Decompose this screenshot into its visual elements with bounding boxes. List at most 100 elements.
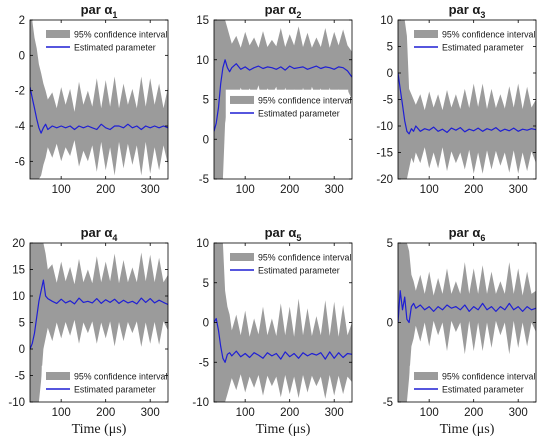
legend: 95% confidence interval Estimated paramet… — [409, 365, 535, 399]
legend-label: 95% confidence interval — [442, 30, 535, 40]
confidence-band — [214, 243, 352, 402]
legend-box — [41, 365, 165, 399]
x-axis-label: Time (μs) — [256, 422, 311, 437]
legend-box — [225, 246, 349, 280]
subplot-title-text: par α — [449, 225, 481, 240]
axes-frame — [29, 19, 169, 180]
y-tick-label: -2 — [15, 86, 25, 98]
x-tick-label: 200 — [464, 184, 483, 196]
legend: 95% confidence interval Estimated paramet… — [41, 23, 167, 57]
y-tick-label: 5 — [203, 278, 209, 290]
y-tick-label: 15 — [196, 15, 209, 27]
x-tick-label: 200 — [280, 407, 299, 419]
subplot-title: par α3 — [449, 2, 486, 20]
y-tick-label: 0 — [387, 318, 393, 330]
subplot-title: par α2 — [265, 2, 302, 20]
x-tick-label: 300 — [325, 407, 344, 419]
x-tick-label: 100 — [420, 407, 439, 419]
legend-box — [409, 365, 533, 399]
estimated-parameter-line — [398, 290, 536, 324]
legend-label: Estimated parameter — [258, 108, 340, 118]
subplot-title-subscript: 4 — [112, 233, 117, 243]
subplot-title-text: par α — [81, 2, 113, 17]
y-tick-label: 15 — [12, 265, 25, 277]
x-tick-label: 200 — [96, 407, 115, 419]
y-tick-label: -15 — [376, 148, 393, 160]
legend-swatch-band — [46, 30, 70, 38]
legend-label: Estimated parameter — [442, 43, 524, 53]
subplot-4: 100 200 300 -10 -5 0 5 10 15 20 par α4 Time (μs) 95%… — [8, 225, 169, 437]
confidence-band — [398, 243, 536, 402]
x-tick-label: 100 — [52, 407, 71, 419]
y-tick-label: 20 — [12, 238, 25, 250]
subplot-title-text: par α — [265, 225, 297, 240]
y-tick-label: 5 — [203, 95, 209, 107]
estimated-parameter-line — [30, 86, 168, 134]
subplot-1: 100 200 300 -6 -4 -2 0 2 par α1 95% confidence in… — [15, 2, 169, 196]
subplot-title: par α4 — [81, 225, 118, 243]
legend-label: 95% confidence interval — [442, 372, 535, 382]
subplot-5: 100 200 300 -10 -5 0 5 10 par α5 Time (μs) 95% con… — [192, 225, 353, 437]
legend-swatch-band — [230, 95, 254, 104]
estimated-parameter-line — [30, 279, 168, 350]
y-tick-label: 0 — [387, 68, 393, 80]
subplot-title-text: par α — [81, 225, 113, 240]
legend: 95% confidence interval Estimated paramet… — [225, 246, 351, 280]
estimated-parameter-line — [214, 317, 352, 363]
subplot-6: 100 200 300 -5 0 5 par α6 Time (μs) 95% confiden… — [383, 225, 537, 437]
estimated-parameter-line — [398, 72, 536, 135]
y-tick-label: 5 — [19, 318, 25, 330]
legend-box — [409, 23, 533, 57]
legend-box — [41, 23, 165, 57]
y-tick-label: 10 — [380, 15, 393, 27]
y-tick-label: -5 — [15, 371, 25, 383]
legend-swatch-band — [230, 253, 254, 261]
x-tick-label: 100 — [52, 184, 71, 196]
legend-label: Estimated parameter — [74, 385, 156, 395]
legend-label: Estimated parameter — [258, 266, 340, 276]
y-tick-label: 10 — [196, 238, 209, 250]
legend-label: 95% confidence interval — [74, 30, 167, 40]
y-tick-label: -5 — [199, 357, 209, 369]
subplot-title: par α5 — [265, 225, 302, 243]
subplot-2: 100 200 300 -5 0 5 10 15 par α2 95% confidence in… — [196, 2, 353, 196]
y-tick-label: 0 — [19, 344, 25, 356]
confidence-band — [398, 20, 536, 179]
y-tick-label: 10 — [196, 55, 209, 67]
y-tick-label: 10 — [12, 291, 25, 303]
subplot-title-text: par α — [449, 2, 481, 17]
y-tick-label: -6 — [15, 156, 25, 168]
legend-label: 95% confidence interval — [258, 95, 351, 105]
x-tick-label: 100 — [420, 184, 439, 196]
y-tick-label: -4 — [15, 121, 26, 133]
subplot-title-subscript: 6 — [480, 233, 485, 243]
y-tick-label: 2 — [19, 15, 25, 27]
x-tick-label: 200 — [96, 184, 115, 196]
legend-label: Estimated parameter — [442, 385, 524, 395]
subplot-3: 100 200 300 -20 -15 -10 -5 0 5 10 par α3 95% confid… — [376, 2, 537, 196]
legend-swatch-band — [46, 372, 70, 380]
legend-label: 95% confidence interval — [258, 253, 351, 263]
x-tick-label: 300 — [325, 184, 344, 196]
subplot-title-subscript: 3 — [480, 10, 485, 20]
y-tick-label: 0 — [203, 318, 209, 330]
y-tick-label: -5 — [383, 397, 393, 409]
estimated-parameter-line — [214, 59, 352, 132]
subplot-title: par α1 — [81, 2, 118, 20]
subplot-title-text: par α — [265, 2, 297, 17]
subplot-title-subscript: 1 — [112, 10, 117, 20]
y-tick-label: -5 — [383, 95, 393, 107]
subplot-title: par α6 — [449, 225, 486, 243]
legend-box — [225, 89, 349, 123]
x-tick-label: 300 — [509, 184, 528, 196]
x-tick-label: 300 — [509, 407, 528, 419]
y-tick-label: -5 — [199, 174, 209, 186]
y-tick-label: -10 — [192, 397, 209, 409]
confidence-band — [214, 20, 352, 179]
x-axis-label: Time (μs) — [440, 422, 495, 437]
x-tick-label: 100 — [236, 407, 255, 419]
x-tick-label: 300 — [141, 184, 160, 196]
legend-swatch-band — [414, 372, 438, 380]
